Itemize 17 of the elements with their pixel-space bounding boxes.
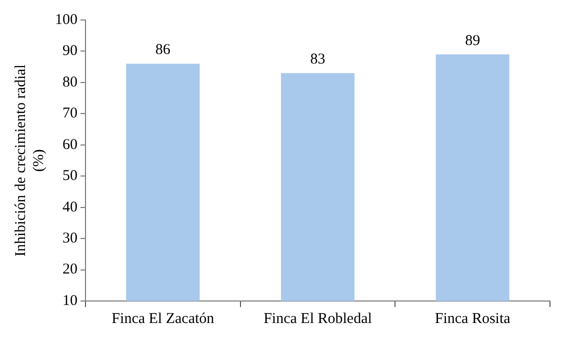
y-axis-title: Inhibición de crecimiento radial (%) xyxy=(12,64,47,257)
y-tick-label: 80 xyxy=(62,74,78,90)
y-tick-label: 50 xyxy=(62,168,78,184)
x-tick-label: Finca El Robledal xyxy=(264,310,372,327)
y-tick-label: 70 xyxy=(62,106,78,122)
y-tick-label: 90 xyxy=(62,43,78,60)
y-tick-label: 30 xyxy=(62,230,78,246)
x-tick-label: Finca El Zacatón xyxy=(112,310,215,327)
data-label: 89 xyxy=(465,32,480,49)
x-tick-label: Finca Rosita xyxy=(434,310,511,327)
y-tick-label: 10 xyxy=(62,292,78,309)
y-tick-label: 20 xyxy=(62,262,78,278)
y-tick-label: 40 xyxy=(62,199,78,216)
y-tick-label: 60 xyxy=(62,136,78,153)
data-label: 86 xyxy=(155,42,171,58)
y-tick-label: 100 xyxy=(55,12,78,28)
data-label: 83 xyxy=(310,52,326,68)
